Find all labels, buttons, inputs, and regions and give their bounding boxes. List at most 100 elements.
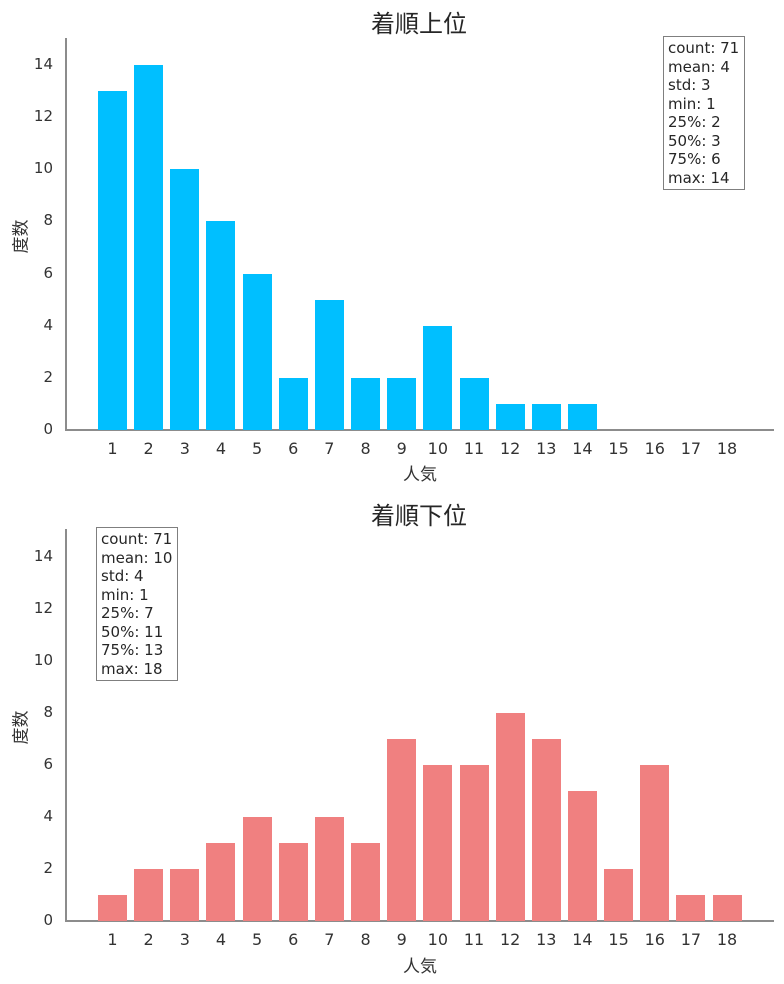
x-tick-label: 1 <box>107 439 118 458</box>
chart-title: 着順上位 <box>371 10 467 38</box>
bar <box>351 843 381 921</box>
y-tick-label: 6 <box>43 755 53 773</box>
x-tick-label: 18 <box>716 930 738 949</box>
bar <box>567 791 597 921</box>
x-tick-label: 2 <box>143 439 154 458</box>
stat-line: std: 4 <box>101 567 144 585</box>
x-tick-label: 15 <box>608 439 629 458</box>
x-tick-label: 3 <box>179 439 190 458</box>
bar <box>242 817 272 921</box>
y-tick-label: 12 <box>33 599 53 617</box>
x-tick-label: 12 <box>499 439 521 458</box>
bar <box>387 739 417 921</box>
x-tick-label: 7 <box>324 930 335 949</box>
x-tick-label: 14 <box>572 439 593 458</box>
x-tick-label: 8 <box>360 439 371 458</box>
y-tick-label: 14 <box>33 547 53 565</box>
stat-line: min: 1 <box>668 94 716 113</box>
y-tick-label: 4 <box>43 807 53 825</box>
x-tick-label: 10 <box>427 439 449 458</box>
x-tick-label: 14 <box>572 930 593 949</box>
y-axis <box>65 38 67 431</box>
bar <box>314 299 344 430</box>
y-tick-label: 8 <box>43 211 53 230</box>
bar <box>98 91 127 430</box>
bar <box>459 765 489 921</box>
bar <box>206 221 236 430</box>
bar <box>278 843 308 921</box>
stat-line: mean: 10 <box>101 548 173 567</box>
x-tick-label: 15 <box>608 930 629 949</box>
stat-line: 75%: 6 <box>668 150 721 168</box>
stat-line: 50%: 11 <box>101 622 164 641</box>
x-tick-label: 1 <box>107 930 118 949</box>
x-tick-label: 10 <box>427 930 449 949</box>
bar <box>278 377 308 430</box>
bar <box>459 377 489 430</box>
bar <box>170 169 200 430</box>
x-tick-label: 8 <box>360 930 371 949</box>
y-tick-label: 12 <box>33 107 53 126</box>
bar <box>134 65 164 430</box>
stat-line: 75%: 13 <box>101 641 164 659</box>
stat-line: mean: 4 <box>668 57 730 76</box>
x-tick-label: 9 <box>396 439 407 458</box>
x-tick-label: 4 <box>215 930 227 949</box>
bar <box>567 403 597 430</box>
x-tick-label: 7 <box>324 439 335 458</box>
x-tick-label: 16 <box>644 439 665 458</box>
x-tick-label: 12 <box>499 930 521 949</box>
bar <box>495 403 525 430</box>
y-tick-label: 0 <box>43 420 53 438</box>
y-tick-label: 2 <box>43 859 53 877</box>
x-tick-label: 16 <box>644 930 665 949</box>
stats-box: count: 71 mean: 4 std: 3 min: 1 25%: 2 50%: 3… <box>663 36 746 190</box>
x-tick-label: 11 <box>463 439 485 458</box>
stat-line: count: 71 <box>101 530 173 548</box>
stat-line: count: 71 <box>668 39 740 57</box>
bar <box>423 325 453 430</box>
bar <box>387 377 417 430</box>
chart-top-panel: 着順上位 度数 0 2 4 6 8 10 12 14 1 2 3 4 5 6 7 8 9 10 11 12 13 14 1… <box>12 10 774 485</box>
x-tick-label: 3 <box>179 930 190 949</box>
bar <box>314 817 344 921</box>
bar <box>531 403 561 430</box>
bar <box>423 765 453 921</box>
x-tick-label: 13 <box>536 439 557 458</box>
chart-title: 着順下位 <box>371 502 467 530</box>
y-tick-label: 8 <box>43 703 53 721</box>
x-tick-label: 5 <box>252 439 263 458</box>
bar <box>98 895 127 921</box>
x-tick-label: 17 <box>680 439 702 458</box>
stat-line: min: 1 <box>101 585 149 604</box>
x-tick-label: 9 <box>396 930 407 949</box>
x-tick-label: 18 <box>716 439 738 458</box>
x-tick-label: 17 <box>680 930 702 949</box>
x-axis <box>65 429 774 431</box>
bar <box>676 895 706 921</box>
x-tick-label: 2 <box>143 930 154 949</box>
x-axis-label: 人気 <box>403 957 437 977</box>
bar <box>206 843 236 921</box>
stat-line: 50%: 3 <box>668 131 721 150</box>
y-axis <box>65 529 67 922</box>
y-tick-label: 4 <box>43 315 53 334</box>
y-tick-label: 2 <box>43 367 53 386</box>
y-tick-label: 10 <box>33 651 53 669</box>
x-tick-label: 4 <box>215 439 227 458</box>
x-tick-label: 11 <box>463 930 485 949</box>
x-tick-label: 6 <box>288 439 299 458</box>
y-tick-label: 6 <box>43 263 53 282</box>
x-tick-label: 6 <box>288 930 299 949</box>
x-axis-label: 人気 <box>403 465 437 485</box>
stat-line: max: 14 <box>668 168 730 187</box>
bar <box>604 869 634 921</box>
bar <box>242 273 272 430</box>
y-tick-label: 14 <box>33 55 53 74</box>
stat-line: std: 3 <box>668 76 711 94</box>
x-tick-label: 13 <box>536 930 557 949</box>
bar <box>712 895 742 921</box>
stat-line: 25%: 7 <box>101 604 154 622</box>
stat-line: 25%: 2 <box>668 113 721 131</box>
